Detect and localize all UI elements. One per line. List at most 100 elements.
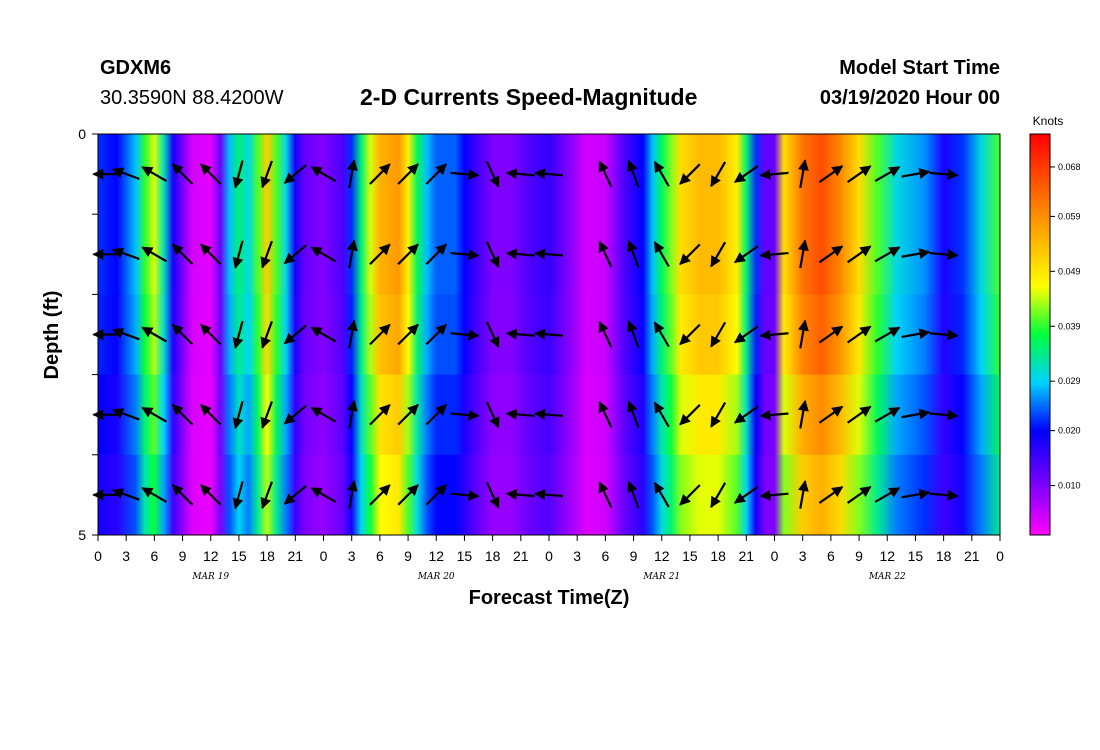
current-vector [679, 323, 701, 346]
current-vector [797, 480, 809, 509]
x-tick-label: 9 [855, 548, 863, 564]
y-tick-label: 5 [78, 527, 86, 543]
current-vector [797, 319, 809, 349]
current-vector [733, 245, 759, 264]
colorbar-tick-label: 0.010 [1058, 481, 1081, 491]
current-vector [369, 404, 391, 426]
current-vector [598, 401, 613, 428]
current-vector [283, 404, 307, 425]
current-vector [369, 243, 391, 265]
current-vector [397, 484, 419, 506]
current-vector [679, 484, 701, 506]
x-tick-label: 9 [179, 548, 187, 564]
current-vector [505, 168, 535, 180]
current-vector [232, 481, 244, 510]
current-vector [425, 404, 447, 426]
x-tick-label: 3 [799, 548, 807, 564]
current-vector [846, 485, 872, 504]
colorbar-unit: Knots [1033, 114, 1064, 128]
current-vector [846, 245, 872, 264]
current-vector [397, 243, 419, 265]
x-axis-label: Forecast Time(Z) [469, 587, 630, 609]
current-vector [369, 484, 391, 506]
current-vector [929, 409, 959, 421]
current-vector [141, 246, 168, 263]
current-vector [818, 405, 844, 424]
current-vector [901, 248, 931, 260]
current-vector [846, 325, 872, 344]
current-vector [141, 406, 168, 423]
current-vector [710, 402, 727, 428]
x-tick-label: 9 [404, 548, 412, 564]
current-vector [260, 481, 273, 510]
current-vector [653, 401, 670, 428]
current-vector [533, 408, 564, 420]
current-vector [171, 323, 194, 346]
x-tick-label: 15 [682, 548, 698, 564]
current-vector [598, 160, 613, 188]
current-vector [450, 489, 480, 501]
current-vector [874, 166, 901, 183]
current-vector [929, 489, 959, 501]
current-vector [505, 248, 535, 260]
current-vector [310, 486, 337, 503]
current-vector [260, 240, 273, 269]
current-vector [533, 168, 564, 180]
chart-title: 2-D Currents Speed-Magnitude [360, 84, 698, 110]
current-vector [232, 160, 244, 189]
x-tick-label: 0 [320, 548, 328, 564]
current-vector [846, 165, 872, 184]
current-vector [797, 239, 809, 269]
current-vector [759, 249, 789, 261]
current-vector [200, 484, 222, 506]
model-start-time: 03/19/2020 Hour 00 [819, 87, 1000, 109]
current-vector [260, 320, 273, 349]
current-vector [425, 163, 447, 185]
current-vector [397, 163, 419, 185]
x-tick-label: 6 [601, 548, 609, 564]
current-vector [874, 406, 901, 423]
current-vector [200, 323, 222, 346]
current-vector [929, 168, 959, 180]
current-vector [283, 324, 307, 345]
current-vector [874, 326, 901, 343]
current-vector [485, 481, 500, 509]
current-vector [369, 163, 391, 185]
current-vector [598, 320, 613, 348]
x-tick-label: 6 [376, 548, 384, 564]
current-vector [450, 329, 480, 341]
current-vector [485, 401, 500, 429]
current-vector [346, 399, 358, 429]
current-vector [450, 168, 480, 180]
current-vector [232, 240, 244, 269]
current-vector [283, 164, 307, 184]
current-vector [874, 246, 901, 263]
x-tick-label: 12 [879, 548, 895, 564]
x-tick-label: 12 [203, 548, 219, 564]
current-vector [171, 404, 194, 426]
current-vector [626, 400, 640, 429]
x-tick-label: 0 [771, 548, 779, 564]
x-tick-label: 9 [630, 548, 638, 564]
current-vector [759, 329, 789, 341]
current-vector [450, 409, 480, 421]
current-vector [141, 166, 168, 183]
current-vector [425, 484, 447, 506]
current-vector [818, 485, 844, 504]
x-tick-label: 15 [457, 548, 473, 564]
current-vector [346, 239, 358, 269]
current-vector [679, 163, 701, 185]
current-vector [929, 249, 959, 261]
current-vector [901, 408, 931, 420]
current-vector [111, 327, 140, 341]
colorbar [1029, 133, 1051, 536]
current-vector [733, 405, 759, 424]
current-vector [626, 240, 640, 268]
current-vector [141, 486, 168, 503]
current-vector [901, 488, 931, 500]
current-vector [710, 161, 727, 188]
current-vector [505, 408, 535, 420]
y-axis-label: Depth (ft) [41, 291, 63, 380]
current-vector [425, 323, 447, 346]
current-vector [533, 248, 564, 260]
